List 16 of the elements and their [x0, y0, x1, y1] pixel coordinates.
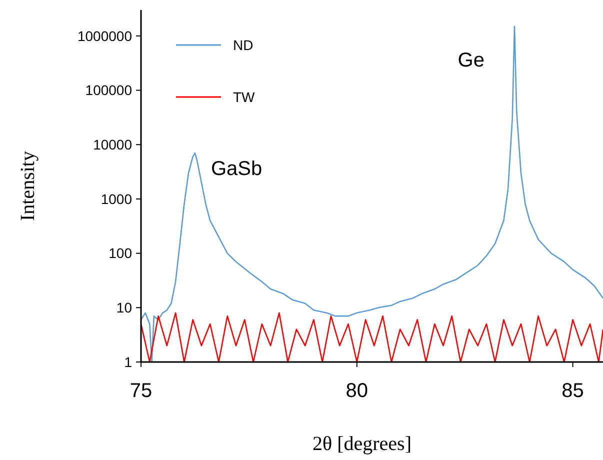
y-tick-label: 1 [124, 354, 132, 370]
annotation: Ge [458, 49, 484, 72]
legend-label: ND [233, 36, 254, 53]
x-axis-title: 2θ [degrees] [312, 433, 412, 455]
y-tick-label: 100 [108, 245, 132, 262]
x-tick-label: 75 [130, 380, 152, 402]
y-tick-label: 10000 [93, 136, 132, 153]
y-tick-label: 10 [116, 300, 132, 316]
x-tick-label: 80 [346, 380, 368, 402]
y-tick-label: 100000 [85, 82, 132, 98]
annotation: GaSb [210, 158, 262, 180]
y-tick-label: 1000 [100, 190, 132, 207]
y-axis-title: Intensity [17, 151, 39, 221]
x-tick-label: 85 [562, 380, 584, 402]
y-tick-label: 1000000 [77, 28, 132, 44]
legend-label: TW [233, 88, 256, 105]
